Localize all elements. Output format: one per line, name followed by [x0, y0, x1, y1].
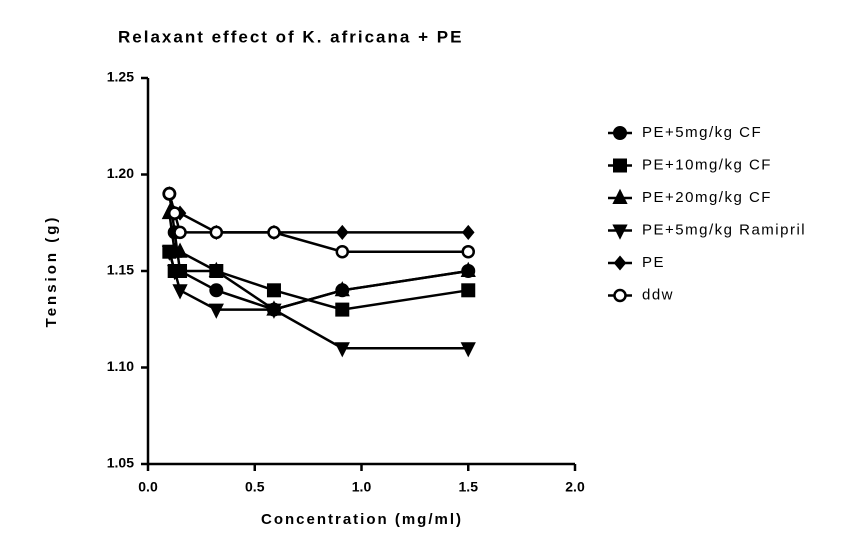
y-tick-label: 1.20 [107, 165, 134, 181]
data-point [334, 281, 350, 297]
data-point [267, 225, 281, 240]
y-tick-label: 1.15 [107, 262, 134, 278]
data-point [461, 283, 476, 298]
x-tick-label: 1.5 [459, 479, 479, 495]
legend-label: ddw [642, 286, 674, 303]
legend-marker [613, 158, 627, 173]
legend-label: PE+5mg/kg Ramipril [642, 221, 806, 238]
data-point [461, 224, 475, 240]
data-point [335, 302, 350, 317]
legend-marker [613, 126, 627, 140]
series-line [168, 193, 469, 253]
data-point [460, 261, 476, 277]
legend-marker [613, 255, 627, 271]
data-point [266, 303, 282, 319]
data-point [460, 342, 476, 358]
legend-label: PE [642, 254, 665, 271]
x-tick-label: 0.5 [245, 479, 265, 495]
data-point [162, 187, 177, 201]
y-tick-label: 1.05 [107, 455, 134, 471]
data-point [173, 225, 187, 240]
data-point [167, 265, 183, 281]
y-tick-label: 1.10 [107, 358, 134, 374]
y-tick-label: 1.25 [107, 69, 134, 85]
y-axis-label: Tension (g) [43, 215, 60, 328]
legend-marker [613, 288, 627, 303]
data-point [172, 242, 188, 258]
data-point [208, 261, 224, 277]
x-tick-label: 2.0 [565, 479, 585, 495]
data-point [161, 245, 177, 261]
legend-label: PE+20mg/kg CF [642, 189, 772, 206]
legend-label: PE+5mg/kg CF [642, 124, 762, 141]
data-point [209, 283, 224, 298]
data-point [172, 284, 188, 300]
legend-marker [612, 224, 628, 240]
data-point [335, 224, 349, 240]
data-point [208, 303, 224, 319]
data-point [461, 244, 475, 259]
legend-marker [612, 188, 628, 204]
legend-label: PE+10mg/kg CF [642, 156, 772, 173]
x-tick-label: 0.0 [138, 479, 158, 495]
series-line [168, 251, 469, 311]
data-point [334, 342, 350, 358]
data-point [209, 225, 224, 240]
x-tick-label: 1.0 [352, 479, 372, 495]
x-axis-label: Concentration (mg/ml) [261, 511, 463, 528]
data-point [266, 283, 281, 298]
chart-title: Relaxant effect of K. africana + PE [118, 27, 463, 46]
data-point [167, 206, 182, 220]
data-point [335, 244, 350, 259]
